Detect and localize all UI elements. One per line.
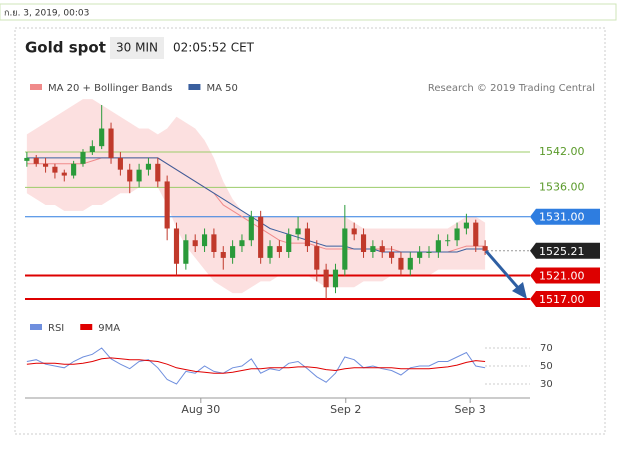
candle-body	[24, 157, 30, 161]
legend-label: MA 50	[206, 83, 237, 94]
forecast-arrow	[484, 250, 527, 299]
candle-body	[398, 257, 404, 270]
candle-body	[192, 240, 198, 247]
candle-body	[164, 181, 170, 229]
candle-body	[248, 216, 254, 241]
interval: 30 MIN	[116, 41, 158, 55]
candle-body	[145, 163, 152, 170]
y-tick-label: 50	[540, 361, 553, 372]
x-tick-label: Sep 2	[330, 403, 361, 416]
candle-body	[295, 228, 301, 235]
candle-body	[286, 234, 292, 252]
level-tag	[530, 208, 600, 225]
candle-body	[239, 240, 245, 247]
candle-body	[332, 269, 339, 288]
interval-box	[110, 37, 164, 59]
level-tag	[530, 242, 600, 259]
candle-body	[473, 222, 479, 247]
candle-body	[426, 252, 432, 253]
rsi-line	[26, 357, 486, 374]
credit: Research © 2019 Trading Central	[428, 83, 595, 94]
legend-label: 9MA	[98, 323, 120, 334]
level-label: 1542.00	[539, 145, 585, 158]
x-tick-label: Aug 30	[181, 403, 220, 416]
candle-body	[370, 246, 376, 252]
candle-body	[267, 246, 273, 258]
candle-body	[108, 128, 114, 158]
candle-body	[258, 216, 264, 258]
candle-body	[183, 240, 189, 264]
candle-body	[220, 252, 226, 258]
title: Gold spot	[25, 39, 106, 57]
legend-swatch	[188, 84, 201, 90]
level-label: 1531.00	[539, 211, 585, 224]
candle-body	[435, 240, 441, 252]
candle-body	[314, 246, 320, 270]
candle-body	[407, 257, 413, 270]
legend-swatch	[80, 324, 93, 330]
ma-line	[26, 157, 486, 253]
candle-body	[323, 269, 329, 288]
top-bar	[0, 3, 617, 21]
level-tag	[530, 291, 600, 308]
candle-body	[155, 163, 161, 182]
candle-body	[89, 146, 95, 153]
candle-body	[211, 234, 217, 252]
time: 02:05:52 CET	[173, 41, 255, 55]
candle-body	[99, 128, 105, 147]
candle-body	[482, 246, 488, 251]
candle-body	[201, 234, 208, 247]
level-label: 1536.00	[539, 180, 585, 193]
candle-body	[136, 169, 142, 182]
level-tag	[530, 267, 600, 284]
candle-body	[71, 163, 77, 176]
candle-body	[351, 228, 357, 235]
candle-body	[276, 246, 282, 252]
legend-swatch	[30, 84, 42, 90]
candle-body	[173, 228, 180, 264]
candle-body	[360, 234, 367, 252]
x-tick-label: Sep 3	[455, 403, 486, 416]
candle-body	[33, 157, 39, 164]
bollinger-band	[26, 99, 486, 294]
legend-label: RSI	[48, 323, 64, 334]
candle-body	[454, 228, 460, 241]
candle-body	[61, 172, 67, 176]
legend-label: MA 20 + Bollinger Bands	[48, 83, 172, 94]
y-tick-label: 70	[540, 343, 553, 354]
level-label: 1525.21	[539, 245, 585, 258]
arrow-shaft	[484, 250, 522, 291]
level-label: 1517.00	[539, 293, 585, 306]
y-tick-label: 30	[540, 379, 553, 390]
candle-body	[80, 152, 86, 164]
candle-body	[389, 252, 395, 258]
level-label: 1521.00	[539, 270, 585, 283]
candle-body	[117, 157, 123, 170]
candle-body	[52, 166, 58, 173]
timestamp: ก.ย. 3, 2019, 00:03	[4, 9, 89, 19]
candle-body	[342, 228, 348, 270]
candle-body	[445, 240, 451, 242]
candle-body	[463, 222, 469, 229]
candle-body	[127, 169, 133, 182]
legend-swatch	[30, 324, 42, 330]
candle-body	[379, 246, 385, 252]
candle-body	[417, 252, 423, 258]
candle-body	[304, 228, 310, 247]
candle-body	[43, 163, 49, 167]
candle-body	[230, 246, 236, 258]
arrow-head	[512, 282, 527, 299]
